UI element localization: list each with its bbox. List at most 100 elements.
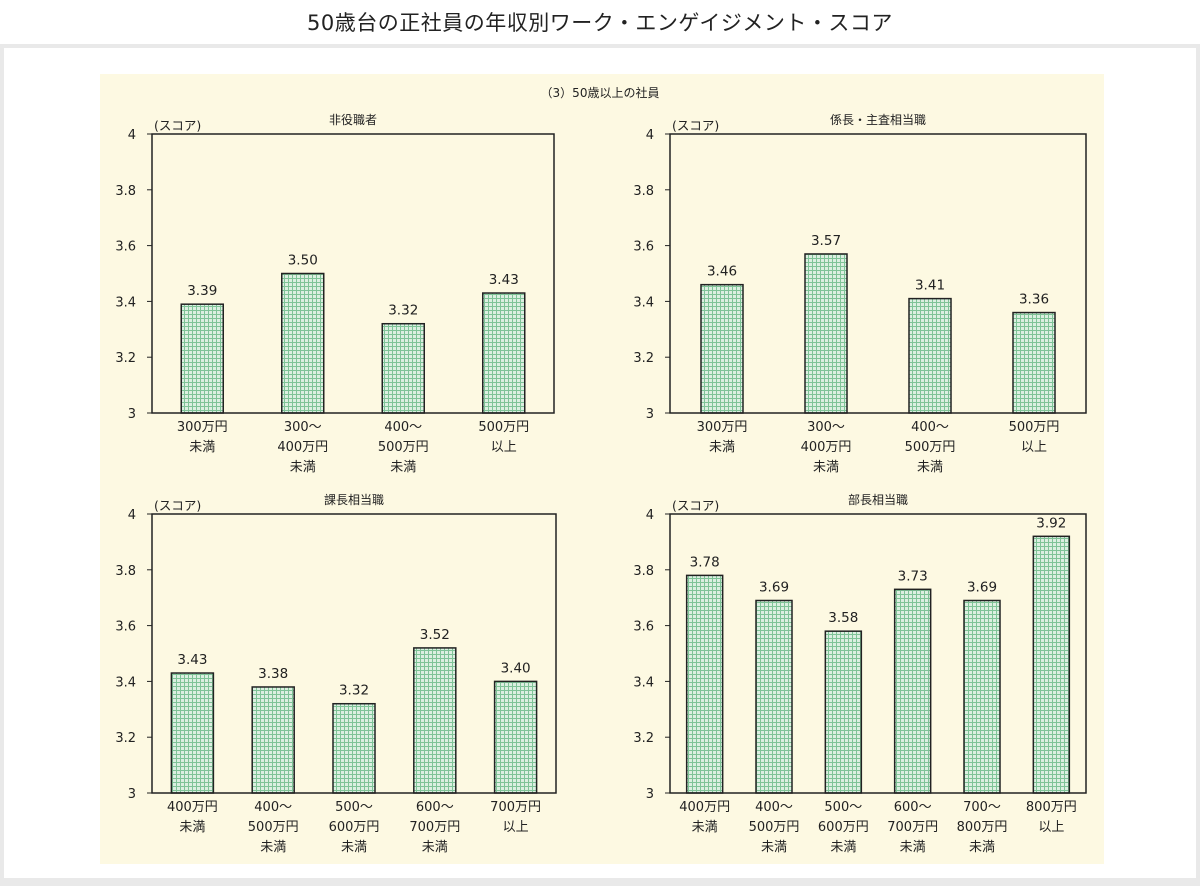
- x-tick-label-line: 400万円: [277, 440, 328, 455]
- x-tick-label-line: 以上: [1038, 820, 1064, 835]
- x-tick-label-line: 300～: [807, 420, 845, 435]
- bar: [482, 292, 526, 414]
- x-tick-label-line: 500万円: [478, 420, 529, 435]
- x-tick-label-line: 700～: [963, 800, 1001, 815]
- x-tick-label-line: 未満: [422, 840, 448, 855]
- x-tick-label: 300～ 400万円未満: [277, 420, 328, 475]
- bar-value-label: 3.36: [1019, 292, 1049, 308]
- figure-heading: （3）50歳以上の社員: [541, 85, 660, 100]
- x-tick-label-line: 未満: [179, 820, 205, 835]
- x-tick-label-line: 600万円: [818, 820, 869, 835]
- bar: [755, 599, 793, 794]
- plot-frame: [151, 133, 555, 414]
- x-tick-label-line: 400万円: [167, 800, 218, 815]
- x-tick-label-line: 400～: [911, 420, 949, 435]
- x-tick-label-line: 800万円: [1026, 800, 1077, 815]
- bar: [908, 297, 952, 414]
- bar-value-label: 3.43: [177, 652, 207, 668]
- y-tick-label: 3.6: [633, 620, 654, 635]
- bar-value-label: 3.50: [288, 253, 318, 269]
- bar-value-label: 3.39: [187, 283, 217, 299]
- chart-title: 部長相当職: [848, 492, 908, 507]
- bar-value-label: 3.69: [967, 579, 997, 595]
- bar: [170, 672, 215, 794]
- y-tick-label: 4: [646, 508, 654, 523]
- bar-value-label: 3.43: [489, 272, 519, 288]
- x-tick-label-line: 未満: [969, 840, 995, 855]
- bar: [963, 599, 1001, 794]
- x-tick-label-line: 400万円: [801, 440, 852, 455]
- x-tick-label-line: 未満: [900, 840, 926, 855]
- x-tick-label-line: 500～: [824, 800, 862, 815]
- bar: [893, 588, 932, 794]
- x-tick-label: 400～ 500万円未満: [378, 420, 429, 475]
- x-tick-label-line: 600～: [416, 800, 454, 815]
- x-tick-label-line: 400～: [384, 420, 422, 435]
- plot-frame: [669, 513, 1087, 794]
- x-tick-label: 400～ 500万円未満: [749, 800, 800, 855]
- x-tick-label: 800万円以上: [1026, 800, 1077, 835]
- x-tick-label-line: 未満: [692, 820, 718, 835]
- x-tick-label: 300万円未満: [177, 420, 228, 455]
- x-tick-label: 500～ 600万円未満: [818, 800, 869, 855]
- x-tick-label-line: 700万円: [887, 820, 938, 835]
- bar-value-label: 3.46: [707, 264, 737, 280]
- x-tick-label: 600～ 700万円未満: [887, 800, 938, 855]
- x-tick-label-line: 600万円: [329, 820, 380, 835]
- bar: [1012, 311, 1056, 414]
- bar: [281, 272, 325, 414]
- y-tick-label: 3.2: [115, 731, 136, 746]
- bar: [1032, 535, 1071, 794]
- x-tick-label-line: 以上: [1021, 440, 1047, 455]
- x-tick-label-line: 500万円: [1009, 420, 1060, 435]
- x-tick-label-line: 未満: [260, 840, 286, 855]
- chart-title: 課長相当職: [324, 492, 384, 507]
- y-tick-label: 3: [646, 407, 654, 422]
- y-tick-label: 3.8: [115, 184, 136, 199]
- y-tick-label: 3: [128, 407, 136, 422]
- x-tick-label-line: 400万円: [679, 800, 730, 815]
- x-tick-label: 700万円以上: [490, 800, 541, 835]
- x-tick-label-line: 800万円: [957, 820, 1008, 835]
- x-tick-label-line: 400～: [254, 800, 292, 815]
- bar: [251, 686, 295, 794]
- x-tick-label-line: 400～: [755, 800, 793, 815]
- x-tick-label: 500万円以上: [478, 420, 529, 455]
- y-tick-label: 3.8: [633, 184, 654, 199]
- x-tick-label-line: 700万円: [409, 820, 460, 835]
- y-tick-label: 3.2: [115, 351, 136, 366]
- bar-value-label: 3.38: [258, 666, 288, 682]
- x-tick-label-line: 以上: [503, 820, 529, 835]
- bar: [700, 283, 744, 414]
- y-tick-label: 3.6: [115, 620, 136, 635]
- x-tick-label-line: 500万円: [378, 440, 429, 455]
- x-tick-label-line: 500万円: [905, 440, 956, 455]
- bar: [413, 647, 457, 794]
- x-tick-label: 300万円未満: [697, 420, 748, 455]
- x-tick-label-line: 未満: [830, 840, 856, 855]
- bar-value-label: 3.40: [501, 660, 531, 676]
- y-tick-label: 4: [128, 508, 136, 523]
- x-tick-label: 600～ 700万円未満: [409, 800, 460, 855]
- bar: [180, 303, 224, 414]
- bar-value-label: 3.58: [828, 610, 858, 626]
- x-tick-label-line: 500万円: [749, 820, 800, 835]
- chart-2: 係長・主査相当職 (スコア) 3 3.2 3.4 3.6 3.8 4 3.46 300万円未満 3.…: [633, 113, 1087, 475]
- bar-value-label: 3.69: [759, 579, 789, 595]
- x-tick-label: 500万円以上: [1009, 420, 1060, 455]
- bar-value-label: 3.41: [915, 278, 945, 294]
- bar-charts-svg: （3）50歳以上の社員 非役職者 (スコア) 3 3.2 3.4 3.6 3.8 4 3.39 3…: [115, 85, 1087, 855]
- x-tick-label-line: 未満: [917, 460, 943, 475]
- figure-frame-inner: （3）50歳以上の社員 非役職者 (スコア) 3 3.2 3.4 3.6 3.8 4 3.39 3…: [4, 48, 1196, 878]
- bar: [824, 630, 863, 794]
- x-tick-label-line: 300万円: [177, 420, 228, 435]
- bar-value-label: 3.78: [690, 554, 720, 570]
- x-tick-label-line: 700万円: [490, 800, 541, 815]
- chart-title: 非役職者: [329, 112, 377, 127]
- bar: [332, 702, 376, 794]
- plot-frame: [669, 133, 1087, 414]
- y-tick-label: 4: [128, 128, 136, 143]
- x-tick-label-line: 未満: [290, 460, 316, 475]
- x-tick-label-line: 500～: [335, 800, 373, 815]
- y-tick-label: 3: [128, 787, 136, 802]
